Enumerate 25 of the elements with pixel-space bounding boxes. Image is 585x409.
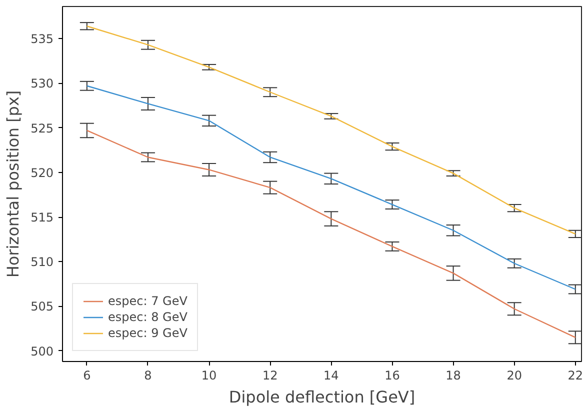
y-tick-label: 535 [30, 32, 54, 46]
x-tick-label: 20 [506, 368, 522, 382]
x-tick-label: 18 [446, 368, 461, 382]
y-tick-label: 525 [30, 121, 54, 136]
x-tick-label: 10 [201, 368, 217, 382]
y-axis-title: Horizontal position [px] [4, 90, 23, 278]
x-tick-label: 12 [262, 368, 278, 382]
x-tick-label: 8 [144, 368, 152, 382]
x-axis-title: Dipole deflection [GeV] [228, 388, 416, 406]
y-tick-label: 520 [30, 166, 54, 180]
legend-label: espec: 8 GeV [108, 310, 188, 324]
y-tick-label: 510 [30, 255, 54, 270]
y-tick-label: 505 [30, 300, 54, 314]
legend-label: espec: 7 GeV [108, 294, 188, 308]
x-tick-label: 16 [384, 368, 400, 382]
x-tick-label: 22 [568, 368, 584, 382]
x-tick-label: 14 [324, 368, 339, 382]
legend-label: espec: 9 GeV [108, 326, 188, 340]
x-tick-label: 6 [83, 368, 91, 382]
y-tick-label: 515 [30, 210, 54, 225]
line-series [86, 26, 576, 235]
y-tick-label: 500 [30, 344, 54, 358]
line-series [86, 85, 576, 290]
line-series [86, 130, 576, 338]
y-tick-label: 530 [30, 76, 54, 91]
